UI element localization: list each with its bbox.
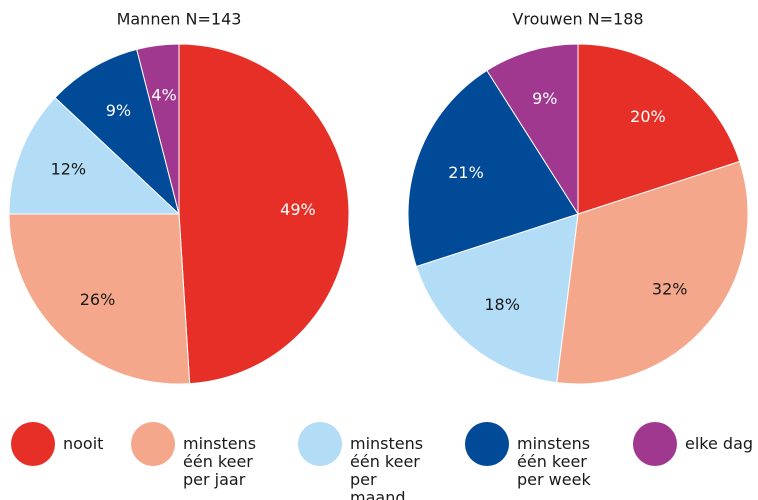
legend-swatch	[633, 422, 677, 466]
legend-label: minstens één keer per jaar	[183, 434, 257, 489]
slice-label: 18%	[484, 295, 520, 314]
slice-label: 21%	[448, 163, 484, 182]
slice-label: 4%	[151, 85, 176, 104]
pie-slice	[8, 213, 191, 385]
slice-label: 12%	[51, 160, 87, 179]
legend-label: minstens één keer per week	[517, 434, 591, 489]
slice-label: 20%	[630, 107, 666, 126]
chart-title: Vrouwen N=188	[512, 10, 643, 29]
pie-slice	[407, 69, 579, 268]
pie-slice	[556, 160, 749, 385]
pie-slice	[577, 43, 741, 215]
legend-label: nooit	[63, 434, 104, 453]
legend-swatch	[298, 422, 342, 466]
legend-swatch	[11, 422, 55, 466]
legend-label: minstens één keer per maand	[350, 434, 424, 500]
slice-label: 9%	[106, 101, 131, 120]
pie-slice	[486, 43, 579, 216]
legend-swatch	[131, 422, 175, 466]
slice-label: 49%	[280, 200, 316, 219]
slice-label: 9%	[532, 89, 557, 108]
pie-slice	[54, 48, 180, 216]
chart-title: Mannen N=143	[117, 10, 242, 29]
pie-slice	[178, 43, 350, 385]
legend-swatch	[465, 422, 509, 466]
slice-label: 32%	[652, 279, 688, 298]
pie-slice	[8, 96, 181, 215]
slice-label: 26%	[80, 290, 116, 309]
legend-label: elke dag	[685, 434, 754, 453]
pie-slice	[136, 43, 180, 215]
pie-slice	[415, 213, 579, 384]
